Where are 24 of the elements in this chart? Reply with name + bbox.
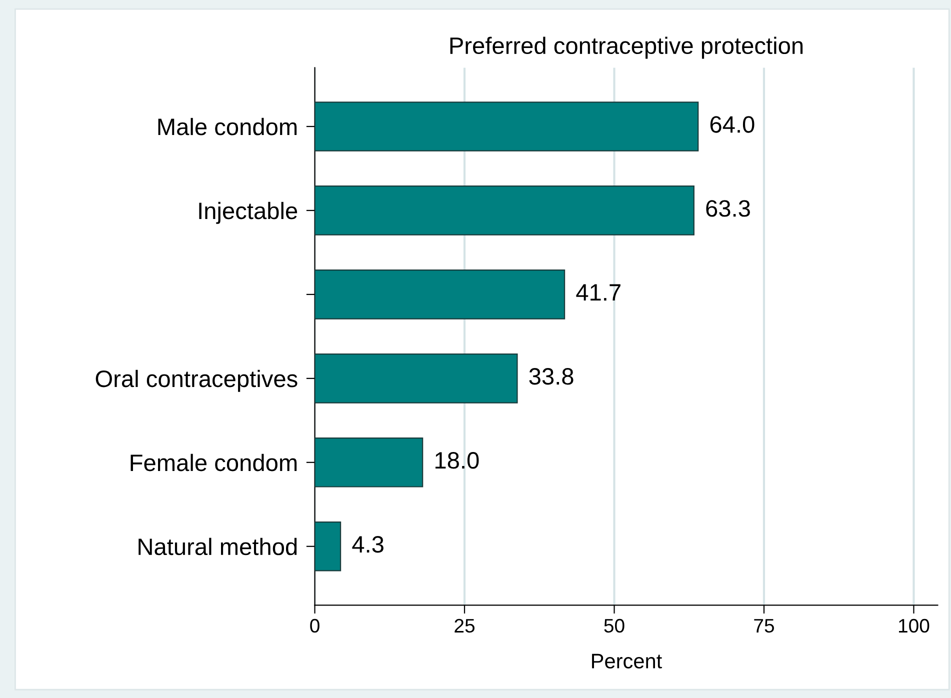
x-tick-label: 0 <box>310 618 320 633</box>
y-tick-label: Natural method <box>138 538 297 556</box>
bar <box>314 437 424 488</box>
data-label: 4.3 <box>352 536 384 553</box>
data-label: 33.8 <box>529 368 574 385</box>
bar <box>314 186 694 236</box>
x-axis-title: Percent <box>592 654 662 668</box>
bar <box>314 102 699 152</box>
y-tick-label: Male condom <box>158 118 297 136</box>
bar <box>314 270 566 320</box>
y-tick-label: Oral contraceptives <box>96 370 298 392</box>
x-tick-label: 75 <box>754 619 774 633</box>
x-tick-label: 50 <box>604 618 624 633</box>
bar <box>314 521 342 572</box>
data-label: 18.0 <box>436 452 479 469</box>
y-tick-label: Female condom <box>130 454 297 472</box>
data-label: 63.3 <box>706 200 750 217</box>
bar <box>314 354 518 404</box>
x-tick-label: 25 <box>454 618 475 633</box>
chart-title: Preferred contraceptive protection <box>450 36 803 59</box>
data-label: 41.7 <box>576 284 620 301</box>
x-tick-label: 100 <box>898 618 930 633</box>
data-label: 64.0 <box>710 116 754 133</box>
y-tick-label: Injectable <box>199 202 298 224</box>
